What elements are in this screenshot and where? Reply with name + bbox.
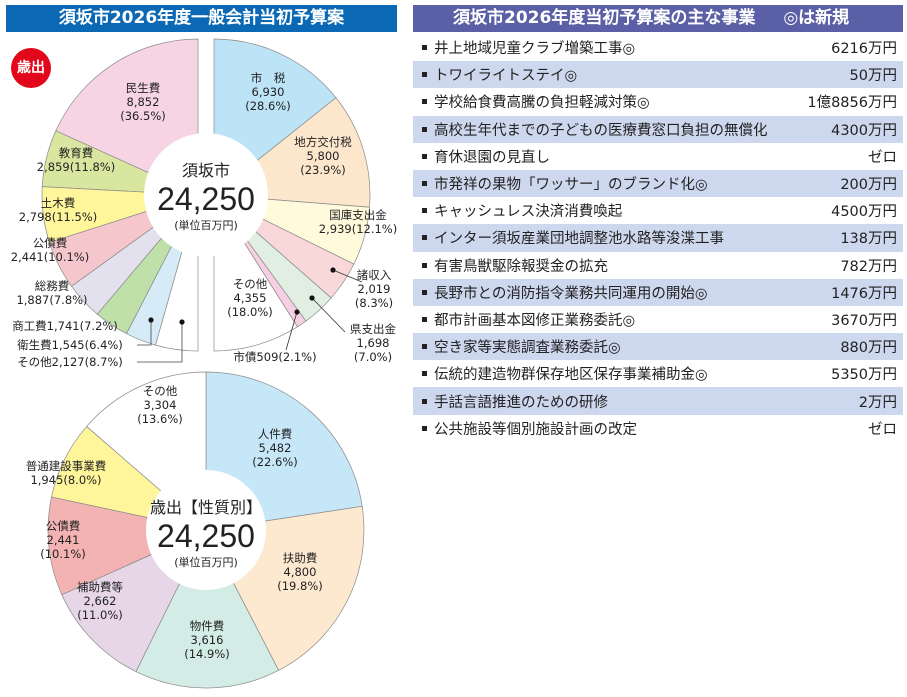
- leader-dot-revenue-0: [330, 267, 336, 273]
- project-name: 伝統的建造物群保存地区保存事業補助金◎: [434, 367, 708, 384]
- bullet-icon: [422, 72, 427, 78]
- top-pie-unit: (単位百万円): [174, 219, 238, 232]
- bullet-icon: [422, 262, 427, 268]
- leader-dot-exp-other: [179, 319, 185, 325]
- nature-slice-4: [47, 496, 208, 596]
- bullet-icon: [422, 208, 427, 214]
- bullet-icon: [422, 45, 427, 51]
- bullet-icon: [422, 99, 427, 105]
- project-name: トワイライトステイ◎: [434, 68, 578, 85]
- project-amount: 5350万円: [831, 367, 897, 384]
- project-row: 伝統的建造物群保存地区保存事業補助金◎ 5350万円: [413, 360, 903, 387]
- project-amount: 4300万円: [831, 122, 897, 139]
- project-name: 空き家等実態調査業務委託◎: [434, 340, 621, 357]
- project-row: 育休退園の見直し ゼロ: [413, 143, 903, 170]
- bottom-pie-center-hole: [146, 470, 266, 590]
- bullet-icon: [422, 126, 427, 132]
- project-amount: 880万円: [840, 340, 897, 357]
- leader-line-revenue-1: [311, 297, 346, 333]
- project-row: 手話言語推進のための研修 2万円: [413, 387, 903, 415]
- project-amount: 200万円: [840, 177, 897, 194]
- top-pie-center: 須坂市 24,250 (単位百万円): [157, 157, 255, 233]
- top-pie-center-hole: [144, 133, 268, 257]
- project-name: 育休退園の見直し: [434, 149, 550, 166]
- bullet-icon: [422, 344, 427, 350]
- project-row: 公共施設等個別施設計画の改定 ゼロ: [413, 415, 903, 442]
- project-name: 手話言語推進のための研修: [434, 394, 608, 411]
- expenditure-badge: 歳出: [11, 48, 51, 88]
- project-row: キャッシュレス決済消費喚起 4500万円: [413, 197, 903, 224]
- project-row: 長野市との消防指令業務共同運用の開始◎ 1476万円: [413, 278, 903, 306]
- leader-dot-hygiene: [148, 317, 154, 323]
- project-row: 学校給食費高騰の負担軽減対策◎ 1億8856万円: [413, 88, 903, 115]
- bullet-icon: [422, 235, 427, 241]
- project-name: 公共施設等個別施設計画の改定: [434, 421, 637, 438]
- project-amount: 782万円: [840, 258, 897, 275]
- project-name: 有害鳥獣駆除報奨金の拡充: [434, 258, 608, 275]
- top-pie-total: 24,250: [157, 181, 255, 217]
- project-amount: 1476万円: [831, 285, 897, 302]
- project-name: 井上地域児童クラブ増築工事◎: [434, 41, 636, 58]
- bottom-pie-unit: (単位百万円): [174, 556, 238, 569]
- project-row: 有害鳥獣駆除報奨金の拡充 782万円: [413, 252, 903, 279]
- bottom-pie-center-title: 歳出【性質別】: [149, 498, 263, 517]
- project-name: 高校生年代までの子どもの医療費窓口負担の無償化: [434, 122, 768, 139]
- leader-line-exp-other: [137, 322, 183, 363]
- leader-line-revenue-2: [285, 311, 298, 351]
- project-row: 市発祥の果物「ワッサー」のブランド化◎ 200万円: [413, 169, 903, 198]
- leader-line-hygiene: [137, 320, 152, 346]
- project-amount: 138万円: [840, 231, 897, 248]
- project-amount: 4500万円: [831, 204, 897, 221]
- bullet-icon: [422, 289, 427, 295]
- project-name: 都市計画基本図修正業務委託◎: [434, 312, 636, 329]
- project-row: トワイライトステイ◎ 50万円: [413, 61, 903, 89]
- project-amount: 50万円: [849, 68, 897, 85]
- project-amount: 1億8856万円: [807, 95, 897, 112]
- bullet-icon: [422, 425, 427, 431]
- leader-dot-revenue-1: [309, 295, 315, 301]
- project-row: 都市計画基本図修正業務委託◎ 3670万円: [413, 306, 903, 333]
- project-row: インター須坂産業団地調整池水路等浚渫工事 138万円: [413, 224, 903, 252]
- bullet-icon: [422, 398, 427, 404]
- project-amount: ゼロ: [868, 421, 897, 438]
- nature-slice-2: [135, 529, 280, 689]
- project-name: 市発祥の果物「ワッサー」のブランド化◎: [434, 177, 708, 194]
- project-row: 高校生年代までの子どもの医療費窓口負担の無償化 4300万円: [413, 115, 903, 143]
- main-projects-title-text: 須坂市2026年度当初予算案の主な事業: [453, 8, 756, 28]
- project-row: 井上地域児童クラブ増築工事◎ 6216万円: [413, 34, 903, 61]
- project-name: 長野市との消防指令業務共同運用の開始◎: [434, 285, 708, 302]
- main-projects-title: 須坂市2026年度当初予算案の主な事業 ◎は新規: [413, 5, 903, 32]
- bullet-icon: [422, 153, 427, 159]
- general-budget-title: 須坂市2026年度一般会計当初予算案: [6, 5, 397, 32]
- project-row: 空き家等実態調査業務委託◎ 880万円: [413, 333, 903, 361]
- new-project-note: ◎は新規: [783, 8, 850, 28]
- bottom-pie-total: 24,250: [157, 518, 255, 554]
- bullet-icon: [422, 371, 427, 377]
- projects-table: 井上地域児童クラブ増築工事◎ 6216万円トワイライトステイ◎ 50万円学校給食費高…: [413, 34, 903, 442]
- project-name: 学校給食費高騰の負担軽減対策◎: [434, 95, 650, 112]
- project-amount: 2万円: [858, 394, 897, 411]
- project-amount: 6216万円: [831, 41, 897, 58]
- bullet-icon: [422, 181, 427, 187]
- project-name: インター須坂産業団地調整池水路等浚渫工事: [434, 231, 724, 248]
- leader-line-revenue-0: [332, 269, 363, 283]
- project-amount: 3670万円: [831, 312, 897, 329]
- leader-dot-revenue-2: [294, 309, 300, 315]
- bullet-icon: [422, 316, 427, 322]
- project-amount: ゼロ: [868, 149, 897, 166]
- project-name: キャッシュレス決済消費喚起: [434, 204, 623, 221]
- bottom-pie-center: 歳出【性質別】 24,250 (単位百万円): [150, 494, 262, 570]
- top-pie-center-title: 須坂市: [181, 161, 230, 180]
